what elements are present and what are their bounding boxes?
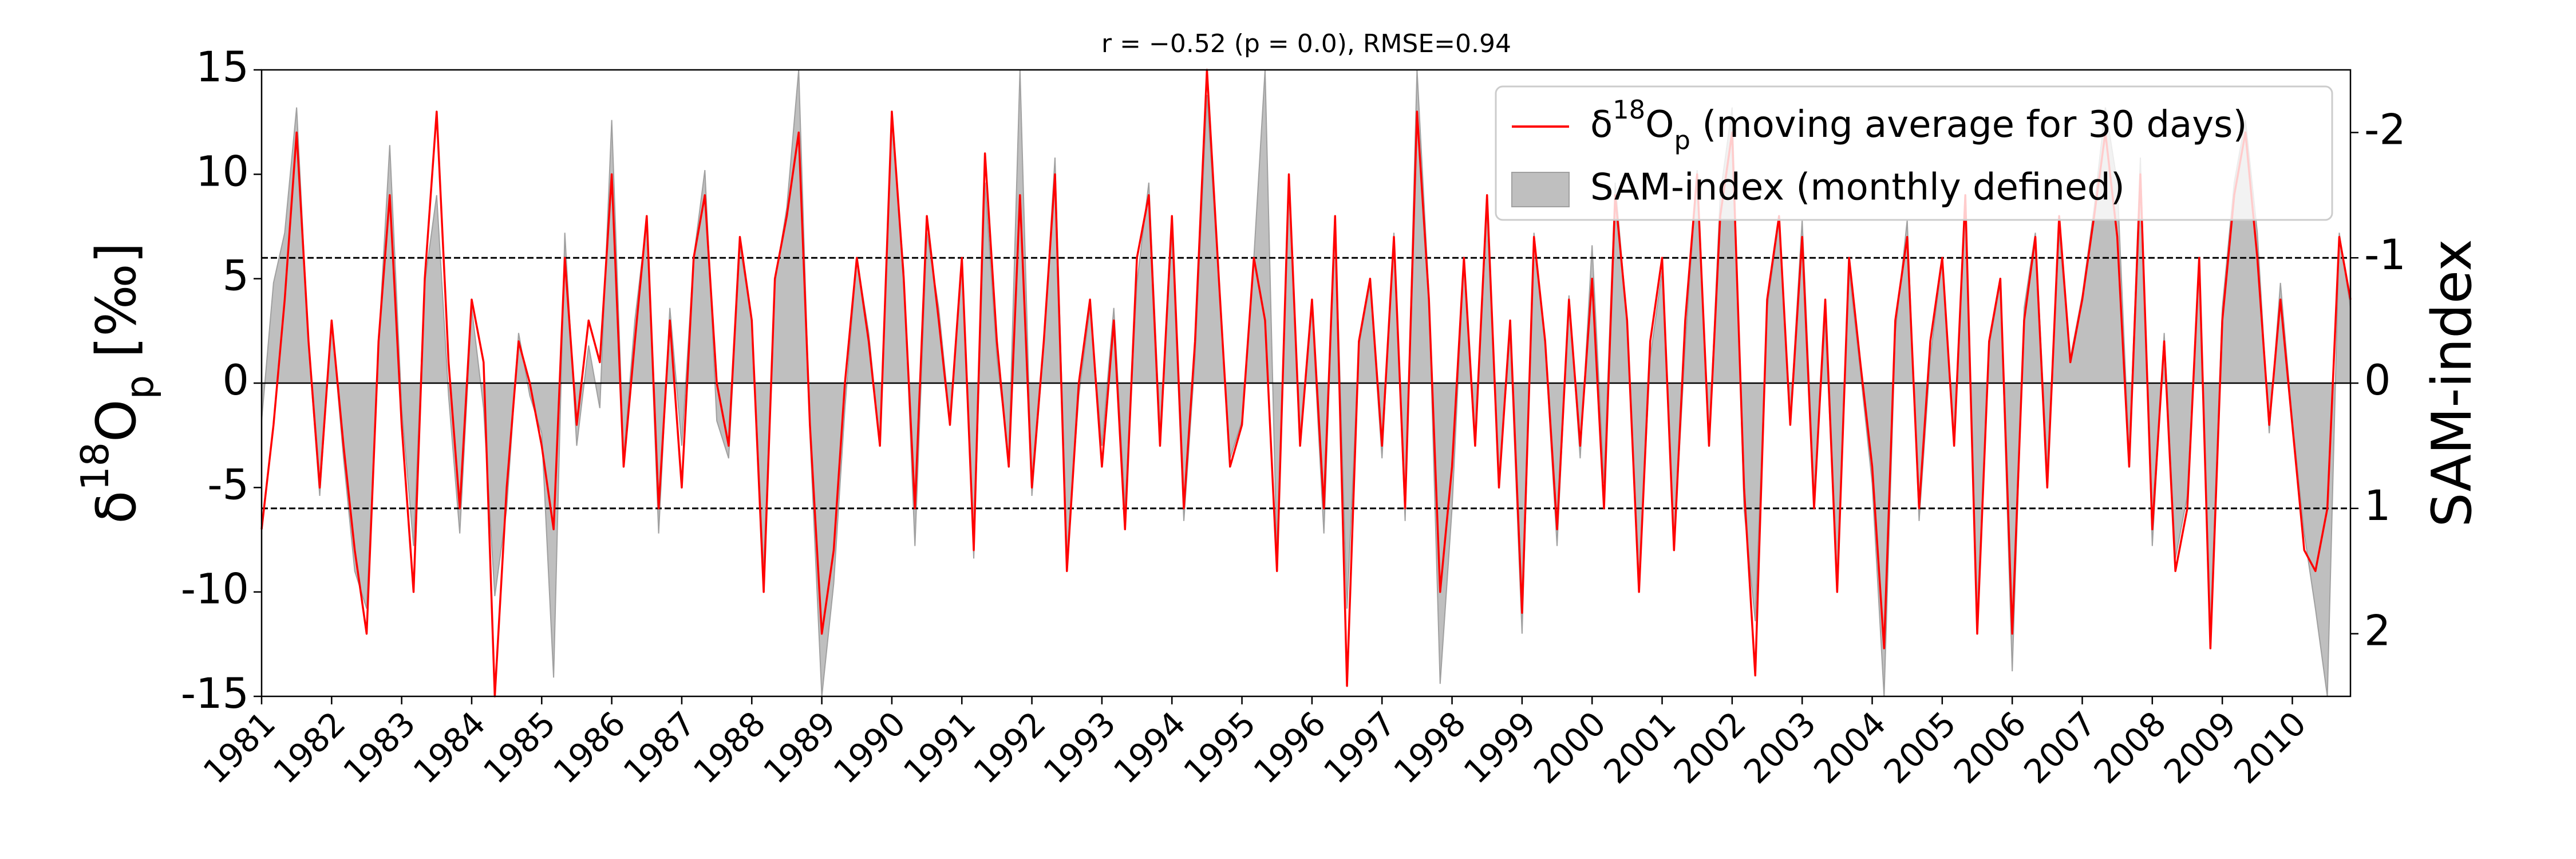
x-tick-label: 2000 xyxy=(1526,704,1613,791)
text-part: p xyxy=(117,375,162,399)
text-part: O xyxy=(1645,104,1674,146)
y2-tick-label: 0 xyxy=(2364,356,2391,405)
text-part: (moving average for 30 days) xyxy=(1690,104,2247,146)
text-part: 18 xyxy=(1613,94,1645,125)
legend-label: SAM-index (monthly defined) xyxy=(1590,167,2125,209)
x-tick-label: 2001 xyxy=(1596,704,1683,791)
chart-title: r = −0.52 (p = 0.0), RMSE=0.94 xyxy=(1101,29,1511,58)
x-tick-label: 2003 xyxy=(1736,704,1823,791)
y2-tick-label: 1 xyxy=(2364,482,2391,530)
x-tick-label: 1996 xyxy=(1246,704,1333,791)
x-tick-label: 1994 xyxy=(1106,704,1193,791)
legend-label: δ18Op (moving average for 30 days) xyxy=(1590,94,2247,155)
x-tick-label: 1990 xyxy=(826,704,913,791)
x-tick-label: 2002 xyxy=(1666,704,1753,791)
x-tick-label: 1987 xyxy=(616,704,703,791)
y-tick-label: 0 xyxy=(223,356,249,405)
y-tick-label: -5 xyxy=(207,460,249,509)
y2-tick-label: -1 xyxy=(2364,231,2406,279)
x-tick-label: 2008 xyxy=(2087,704,2174,791)
text-part: [‰] xyxy=(85,242,148,375)
text-part: O xyxy=(85,399,148,442)
x-tick-label: 1985 xyxy=(476,704,563,791)
x-tick-label: 1992 xyxy=(966,704,1053,791)
x-tick-label: 1998 xyxy=(1386,704,1473,791)
x-tick-label: 1999 xyxy=(1456,704,1543,791)
y-axis-label: δ18Op [‰] xyxy=(73,242,162,524)
x-tick-label: 1983 xyxy=(335,704,422,791)
x-tick-label: 1995 xyxy=(1176,704,1263,791)
text-part: p xyxy=(1674,125,1690,155)
text-part: δ xyxy=(85,491,148,524)
legend-box xyxy=(1495,85,2333,221)
x-tick-label: 2006 xyxy=(1946,704,2033,791)
x-tick-label: 1986 xyxy=(546,704,633,791)
y-tick-label: -10 xyxy=(181,565,249,614)
x-tick-label: 2005 xyxy=(1876,704,1963,791)
x-tick-label: 1989 xyxy=(756,704,843,791)
x-tick-label: 1991 xyxy=(896,704,983,791)
x-tick-label: 2007 xyxy=(2016,704,2103,791)
text-part: 18 xyxy=(73,442,117,491)
x-tick-label: 2009 xyxy=(2156,704,2243,791)
x-tick-label: 2010 xyxy=(2226,704,2313,791)
y2-tick-label: -2 xyxy=(2364,105,2406,154)
y-tick-label: -15 xyxy=(181,669,249,718)
x-tick-label: 1988 xyxy=(686,704,773,791)
y2-tick-label: 2 xyxy=(2364,607,2391,656)
text-part: δ xyxy=(1590,104,1613,146)
x-tick-label: 2004 xyxy=(1806,704,1893,791)
x-tick-label: 1982 xyxy=(266,704,353,791)
y-tick-label: 10 xyxy=(196,147,249,196)
y2-axis-label: SAM-index xyxy=(2421,239,2484,527)
line xyxy=(260,69,2352,698)
x-tick-label: 1984 xyxy=(406,704,493,791)
y-tick-label: 5 xyxy=(223,252,249,301)
y-tick-label: 15 xyxy=(196,43,249,92)
x-tick-label: 1997 xyxy=(1316,704,1403,791)
legend-swatch xyxy=(1511,172,1570,207)
x-tick-label: 1993 xyxy=(1036,704,1123,791)
